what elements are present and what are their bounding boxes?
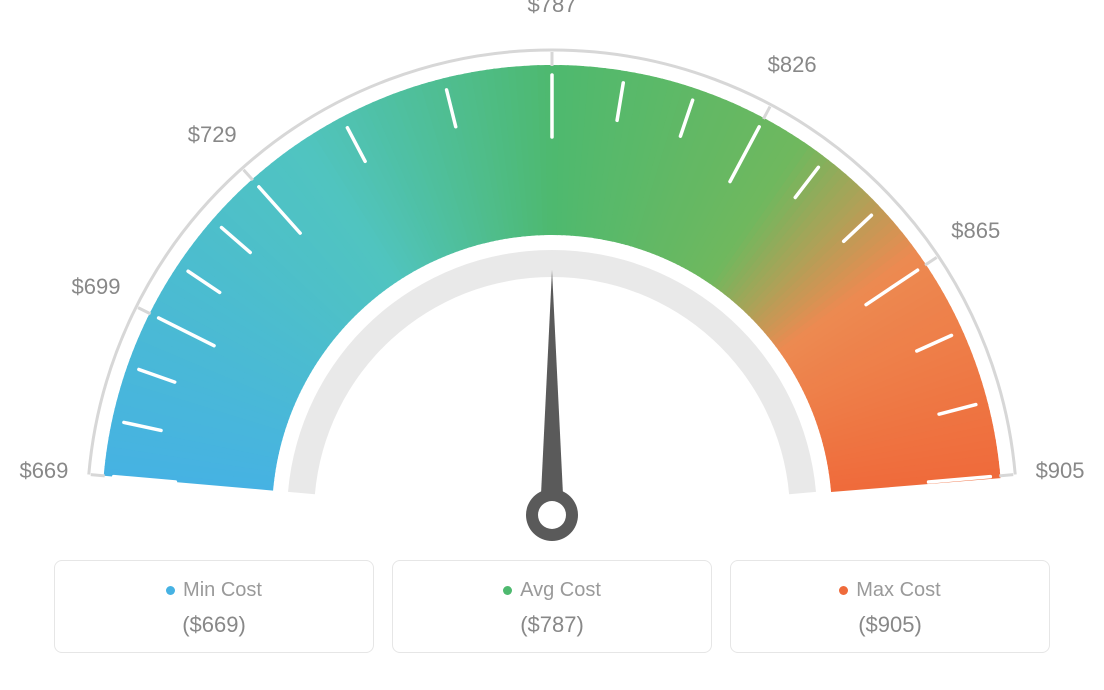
legend-text-max: Max Cost	[856, 579, 940, 602]
dot-icon	[839, 586, 848, 595]
dot-icon	[166, 586, 175, 595]
legend-label-max: Max Cost	[839, 579, 940, 602]
gauge-tick-label: $905	[1036, 458, 1085, 484]
gauge-svg	[0, 0, 1104, 560]
legend-value-min: ($669)	[65, 612, 363, 638]
legend: Min Cost ($669) Avg Cost ($787) Max Cost…	[0, 560, 1104, 653]
legend-label-min: Min Cost	[166, 579, 262, 602]
gauge-tick-label: $729	[188, 122, 237, 148]
legend-text-min: Min Cost	[183, 579, 262, 602]
gauge-tick-label: $787	[528, 0, 577, 18]
legend-value-avg: ($787)	[403, 612, 701, 638]
gauge-tick-label: $699	[72, 274, 121, 300]
dot-icon	[503, 586, 512, 595]
gauge-tick-label: $669	[19, 458, 68, 484]
gauge-chart: $669 $699 $729 $787 $826 $865 $905	[0, 0, 1104, 560]
legend-text-avg: Avg Cost	[520, 579, 601, 602]
legend-value-max: ($905)	[741, 612, 1039, 638]
legend-box-max: Max Cost ($905)	[730, 560, 1050, 653]
legend-box-avg: Avg Cost ($787)	[392, 560, 712, 653]
legend-label-avg: Avg Cost	[503, 579, 601, 602]
gauge-tick-label: $826	[768, 52, 817, 78]
gauge-tick-label: $865	[951, 218, 1000, 244]
legend-box-min: Min Cost ($669)	[54, 560, 374, 653]
